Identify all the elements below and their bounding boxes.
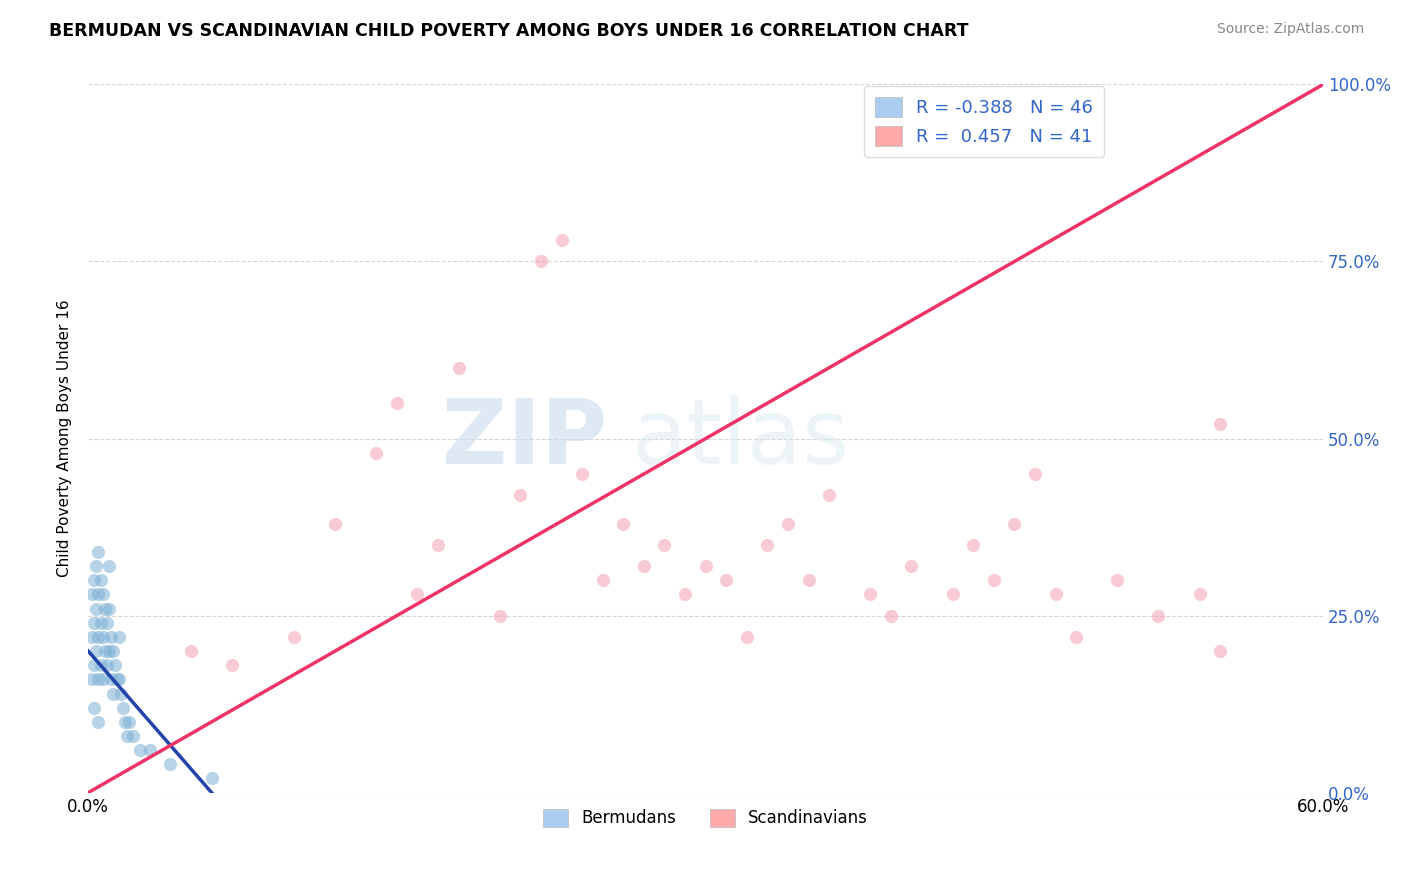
Point: [93, 601, 115, 615]
Text: ZIP: ZIP: [441, 394, 607, 483]
Point: [880, 608, 903, 623]
Point: [117, 729, 139, 743]
Point: [96, 658, 118, 673]
Point: [612, 516, 634, 531]
Text: Source: ZipAtlas.com: Source: ZipAtlas.com: [1216, 22, 1364, 37]
Point: [221, 658, 243, 673]
Point: [962, 538, 984, 552]
Point: [89, 615, 111, 630]
Point: [128, 743, 150, 757]
Point: [87, 545, 110, 559]
Point: [571, 467, 593, 481]
Point: [97, 601, 120, 615]
Point: [105, 673, 128, 687]
Point: [87, 630, 110, 644]
Point: [323, 516, 346, 531]
Point: [97, 644, 120, 658]
Point: [96, 615, 118, 630]
Point: [180, 644, 202, 658]
Point: [1209, 644, 1232, 658]
Point: [201, 772, 224, 786]
Point: [86, 601, 108, 615]
Point: [87, 673, 110, 687]
Point: [942, 587, 965, 601]
Point: [592, 573, 614, 587]
Point: [87, 587, 110, 601]
Point: [82, 673, 104, 687]
Point: [735, 630, 758, 644]
Point: [1209, 417, 1232, 432]
Point: [100, 673, 122, 687]
Point: [1002, 516, 1025, 531]
Point: [673, 587, 696, 601]
Point: [654, 538, 676, 552]
Point: [108, 673, 131, 687]
Point: [82, 630, 104, 644]
Point: [427, 538, 450, 552]
Point: [104, 658, 127, 673]
Point: [983, 573, 1005, 587]
Point: [385, 396, 408, 410]
Point: [509, 488, 531, 502]
Point: [716, 573, 738, 587]
Text: atlas: atlas: [631, 394, 849, 483]
Point: [86, 644, 108, 658]
Point: [101, 686, 124, 700]
Point: [1188, 587, 1211, 601]
Point: [93, 644, 115, 658]
Point: [112, 700, 135, 714]
Point: [1107, 573, 1129, 587]
Point: [550, 233, 572, 247]
Point: [756, 538, 779, 552]
Point: [283, 630, 305, 644]
Point: [1064, 630, 1087, 644]
Point: [900, 559, 922, 574]
Point: [83, 700, 105, 714]
Point: [366, 446, 388, 460]
Point: [87, 714, 110, 729]
Point: [101, 644, 124, 658]
Point: [797, 573, 820, 587]
Point: [108, 630, 131, 644]
Point: [89, 573, 111, 587]
Point: [530, 254, 553, 268]
Point: [83, 658, 105, 673]
Point: [82, 587, 104, 601]
Point: [776, 516, 799, 531]
Point: [91, 630, 114, 644]
Point: [122, 729, 145, 743]
Point: [91, 587, 114, 601]
Point: [97, 559, 120, 574]
Point: [859, 587, 882, 601]
Point: [1147, 608, 1170, 623]
Point: [1045, 587, 1067, 601]
Point: [1024, 467, 1046, 481]
Point: [818, 488, 841, 502]
Point: [118, 714, 141, 729]
Point: [86, 559, 108, 574]
Point: [406, 587, 429, 601]
Point: [83, 615, 105, 630]
Point: [488, 608, 510, 623]
Legend: Bermudans, Scandinavians: Bermudans, Scandinavians: [537, 802, 875, 834]
Point: [139, 743, 162, 757]
Point: [114, 714, 136, 729]
Point: [83, 573, 105, 587]
Point: [159, 757, 181, 772]
Text: BERMUDAN VS SCANDINAVIAN CHILD POVERTY AMONG BOYS UNDER 16 CORRELATION CHART: BERMUDAN VS SCANDINAVIAN CHILD POVERTY A…: [49, 22, 969, 40]
Point: [447, 360, 470, 375]
Point: [695, 559, 717, 574]
Point: [633, 559, 655, 574]
Point: [91, 673, 114, 687]
Y-axis label: Child Poverty Among Boys Under 16: Child Poverty Among Boys Under 16: [58, 300, 72, 577]
Point: [100, 630, 122, 644]
Point: [110, 686, 132, 700]
Point: [89, 658, 111, 673]
